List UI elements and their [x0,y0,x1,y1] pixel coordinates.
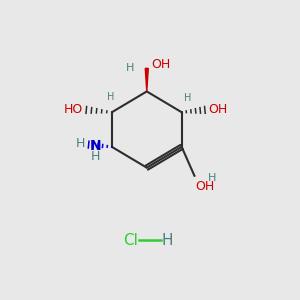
Text: H: H [126,63,135,73]
Text: H: H [208,173,216,183]
Text: OH: OH [196,180,215,194]
Text: H: H [76,137,85,150]
Text: Cl: Cl [123,233,138,248]
Text: H: H [184,93,191,103]
Text: H: H [107,92,114,102]
Text: OH: OH [152,58,171,71]
Text: H: H [91,150,100,163]
Text: OH: OH [208,103,228,116]
Text: HO: HO [64,103,83,116]
Text: H: H [162,233,173,248]
Polygon shape [145,68,148,92]
Text: N: N [89,139,101,153]
